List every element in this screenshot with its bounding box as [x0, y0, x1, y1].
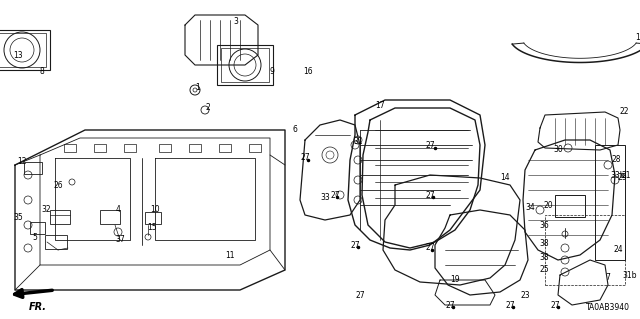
- Text: 38: 38: [539, 253, 549, 262]
- Text: 14: 14: [500, 174, 510, 182]
- Text: 26: 26: [53, 181, 63, 189]
- Bar: [189, 144, 201, 152]
- Text: 38: 38: [539, 239, 549, 248]
- Text: 20: 20: [543, 201, 553, 210]
- Text: 27: 27: [445, 300, 455, 309]
- Text: 28: 28: [611, 155, 621, 165]
- Bar: [24, 162, 42, 174]
- Text: 27: 27: [350, 241, 360, 249]
- Bar: [221, 48, 269, 82]
- Text: 35: 35: [13, 213, 23, 222]
- Text: 27: 27: [355, 291, 365, 300]
- Text: 2: 2: [205, 103, 211, 113]
- Text: 15: 15: [147, 224, 157, 233]
- Bar: [45, 235, 67, 249]
- Text: 34: 34: [525, 204, 535, 212]
- Bar: [595, 145, 625, 260]
- Text: 11: 11: [225, 250, 235, 259]
- Text: 22: 22: [620, 108, 628, 116]
- Bar: [217, 45, 273, 85]
- Bar: [124, 144, 136, 152]
- Text: 1: 1: [196, 84, 200, 93]
- Text: 37: 37: [115, 235, 125, 244]
- Text: 19: 19: [450, 276, 460, 285]
- Text: 24: 24: [613, 246, 623, 255]
- Text: 27: 27: [550, 300, 560, 309]
- Text: 27: 27: [300, 153, 310, 162]
- Text: 4: 4: [116, 205, 120, 214]
- Bar: [50, 210, 70, 224]
- Bar: [219, 144, 231, 152]
- Text: 3: 3: [234, 18, 239, 26]
- Bar: [94, 144, 106, 152]
- Bar: [555, 195, 585, 217]
- Text: 16: 16: [303, 68, 313, 77]
- Bar: [30, 222, 45, 234]
- Text: 32: 32: [41, 205, 51, 214]
- Text: TA0AB3940: TA0AB3940: [586, 303, 630, 312]
- Text: 21: 21: [621, 170, 631, 180]
- Text: 6: 6: [292, 125, 298, 135]
- Text: 29: 29: [617, 174, 627, 182]
- Text: 27: 27: [425, 140, 435, 150]
- Text: 33b: 33b: [611, 170, 625, 180]
- Text: 33: 33: [320, 194, 330, 203]
- Text: 27: 27: [330, 190, 340, 199]
- Bar: [100, 210, 120, 224]
- Text: 8: 8: [40, 68, 44, 77]
- Text: 10: 10: [150, 205, 160, 214]
- Bar: [545, 215, 625, 285]
- Text: 27: 27: [505, 300, 515, 309]
- Bar: [0, 30, 50, 70]
- Bar: [159, 144, 171, 152]
- Text: 18: 18: [636, 33, 640, 42]
- Bar: [0, 33, 46, 67]
- Text: 5: 5: [33, 234, 37, 242]
- Text: 17: 17: [375, 100, 385, 109]
- Text: 31b: 31b: [623, 271, 637, 279]
- Text: 13: 13: [13, 50, 23, 60]
- Text: 9: 9: [269, 68, 275, 77]
- Text: 27: 27: [425, 243, 435, 253]
- Text: 7: 7: [605, 273, 611, 283]
- Text: 23: 23: [520, 291, 530, 300]
- Text: 31: 31: [353, 137, 363, 146]
- Text: FR.: FR.: [29, 302, 47, 312]
- Bar: [249, 144, 261, 152]
- Text: 36: 36: [539, 220, 549, 229]
- Text: 30: 30: [553, 145, 563, 154]
- Text: 27: 27: [425, 190, 435, 199]
- Bar: [64, 144, 76, 152]
- Bar: [145, 212, 161, 224]
- Text: 25: 25: [539, 265, 549, 275]
- Text: 12: 12: [17, 158, 27, 167]
